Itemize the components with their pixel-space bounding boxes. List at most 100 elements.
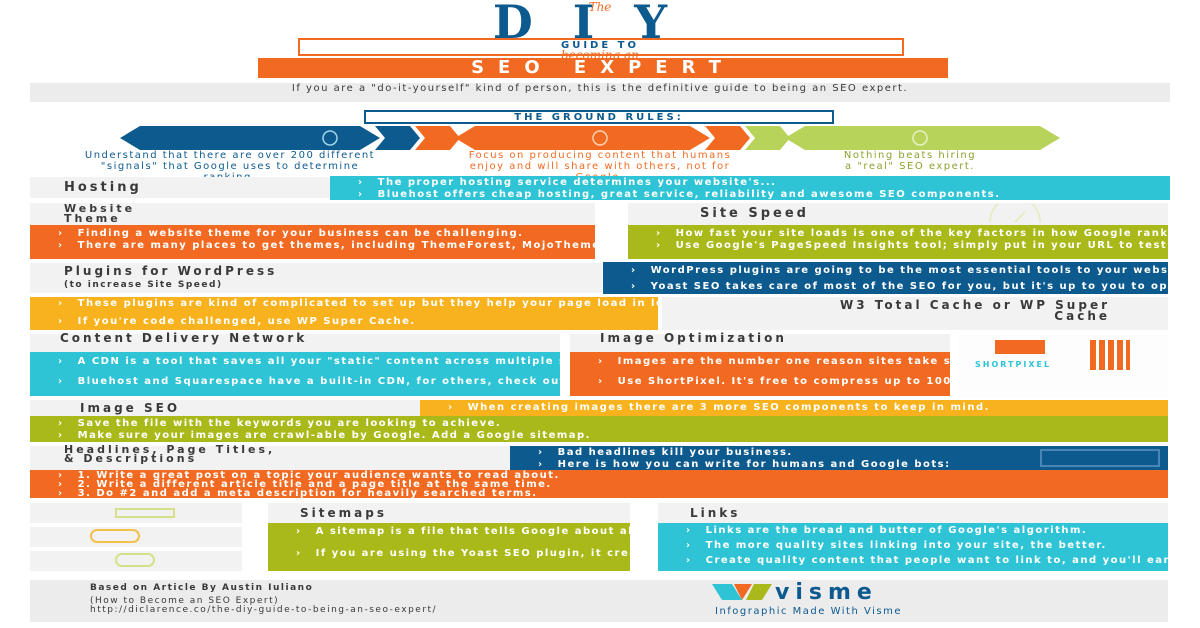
plugins-line-1: WordPress plugins are going to be the mo… xyxy=(631,265,1168,277)
headlines-line-1: Bad headlines kill your business. xyxy=(538,447,1140,459)
image-opt-strip: Images are the number one reason sites t… xyxy=(570,352,950,396)
image-seo-line-2: Save the file with the keywords you are … xyxy=(58,418,1140,430)
caching-line-2: If you're code challenged, use WP Super … xyxy=(58,316,630,328)
hosting-line-2: Bluehost offers cheap hosting, great ser… xyxy=(358,189,1142,200)
title-diy: DIY xyxy=(492,0,708,49)
headlines-step-2: 2. Write a different article title and a… xyxy=(58,480,1140,490)
shortpixel-logo-box xyxy=(958,334,1168,398)
sitemaps-card xyxy=(268,503,630,523)
title-the: The xyxy=(588,0,612,14)
headlines-line-2: Here is how you can write for humans and… xyxy=(538,459,1140,470)
image-compress-icon xyxy=(995,340,1045,354)
links-card xyxy=(658,503,1168,523)
website-theme-title: Website Theme xyxy=(64,202,136,225)
chain-link-icon xyxy=(90,529,140,543)
rule-hex-1 xyxy=(120,126,380,150)
title-frame xyxy=(298,38,904,56)
rule-chevron-4 xyxy=(745,126,790,150)
image-opt-line-1: Images are the number one reason sites t… xyxy=(598,356,950,368)
ground-rules-label: THE GROUND RULES: xyxy=(364,110,834,124)
caching-line-1: These plugins are kind of complicated to… xyxy=(58,298,658,310)
website-theme-strip: Finding a website theme for your busines… xyxy=(30,225,595,259)
caching-strip: These plugins are kind of complicated to… xyxy=(30,297,658,330)
sitemaps-strip: A sitemap is a file that tells Google ab… xyxy=(268,523,630,571)
caching-title: W3 Total Cache or WP Super Cache xyxy=(840,298,1110,323)
sitemaps-line-1: A sitemap is a file that tells Google ab… xyxy=(296,526,630,538)
visme-brand: visme xyxy=(775,580,878,605)
image-seo-strip: Save the file with the keywords you are … xyxy=(30,416,1168,442)
intro-text: If you are a "do-it-yourself" kind of pe… xyxy=(291,83,909,94)
links-line-3: Create quality content that people want … xyxy=(686,555,1168,567)
headlines-step-3: 3. Do #2 and add a meta description for … xyxy=(58,489,1140,499)
cdn-title: Content Delivery Network xyxy=(60,331,308,345)
footer xyxy=(30,580,1168,622)
hosting-title: Hosting xyxy=(64,180,142,195)
visme-tagline: Infographic Made With Visme xyxy=(715,606,902,617)
website-theme-line-2: There are many places to get themes, inc… xyxy=(58,240,595,252)
image-seo-line-3: Make sure your images are crawl-able by … xyxy=(58,430,1140,442)
links-line-2: The more quality sites linking into your… xyxy=(686,540,1140,552)
image-opt-line-2: Use ShortPixel. It's free to compress up… xyxy=(598,376,950,388)
rule-icon-1 xyxy=(322,130,338,146)
ground-rule-3: Nothing beats hiring a "real" SEO expert… xyxy=(843,150,977,172)
site-speed-title: Site Speed xyxy=(700,206,809,221)
headlines-card xyxy=(30,446,510,470)
hosting-card xyxy=(30,177,330,198)
intro-banner xyxy=(30,83,1170,102)
website-theme-line-1: Finding a website theme for your busines… xyxy=(58,228,567,240)
visme-logo-mark xyxy=(712,584,772,600)
sitemaps-line-2: If you are using the Yoast SEO plugin, i… xyxy=(296,548,630,560)
headlines-title: Headlines, Page Titles, & Descriptions xyxy=(64,443,276,465)
shortpixel-label: SHORTPIXEL xyxy=(975,360,1052,369)
rule-chevron-3 xyxy=(705,126,750,150)
website-theme-card xyxy=(30,203,595,225)
image-seo-title: Image SEO xyxy=(80,401,181,415)
cdn-line-1: A CDN is a tool that saves all your "sta… xyxy=(58,356,560,368)
plugins-card xyxy=(30,263,602,293)
sitemap-icon xyxy=(115,508,175,518)
site-speed-card xyxy=(628,203,1168,225)
hosting-strip: The proper hosting service determines yo… xyxy=(330,176,1170,200)
site-speed-line-1: How fast your site loads is one of the k… xyxy=(656,228,1168,240)
browser-icon xyxy=(1040,449,1160,467)
footer-article: (How to Become an SEO Expert) xyxy=(90,596,280,606)
plugins-line-2: Yoast SEO takes care of most of the SEO … xyxy=(631,281,1168,293)
links-title: Links xyxy=(690,506,741,520)
header: The DIY GUIDE TO becoming an SEO EXPERT xyxy=(0,0,1200,80)
rule-hex-3 xyxy=(785,126,1060,150)
image-seo-line-1: When creating images there are 3 more SE… xyxy=(448,402,1140,414)
rule-icon-3 xyxy=(912,130,928,146)
links-strip: Links are the bread and butter of Google… xyxy=(658,523,1168,571)
cdn-card xyxy=(30,334,560,352)
rule-chevron-2 xyxy=(415,126,460,150)
rule-chevron-1 xyxy=(375,126,420,150)
title-seo-expert: SEO EXPERT xyxy=(258,58,948,78)
sitemaps-title: Sitemaps xyxy=(300,506,387,520)
image-opt-card xyxy=(570,334,950,352)
site-speed-line-2: Use Google's PageSpeed Insights tool; si… xyxy=(656,240,1168,252)
hosting-line-1: The proper hosting service determines yo… xyxy=(358,177,1142,189)
pixel-grid-icon xyxy=(1090,340,1130,370)
links-line-1: Links are the bread and butter of Google… xyxy=(686,525,1140,537)
cdn-strip: A CDN is a tool that saves all your "sta… xyxy=(30,352,560,396)
headlines-strip: 1. Write a great post on a topic your au… xyxy=(30,470,1168,498)
headlines-step-1: 1. Write a great post on a topic your au… xyxy=(58,471,1140,481)
plugins-title: Plugins for WordPress xyxy=(64,264,278,278)
image-seo-card xyxy=(30,400,420,416)
site-speed-strip: How fast your site loads is one of the k… xyxy=(628,225,1168,259)
ground-rules-arrows xyxy=(120,126,1060,150)
icon-panel-3 xyxy=(30,551,242,571)
cdn-line-2: Bluehost and Squarespace have a built-in… xyxy=(58,376,560,388)
image-opt-title: Image Optimization xyxy=(600,331,787,345)
title-guide-to: GUIDE TO xyxy=(561,40,639,51)
footer-url-link[interactable]: http://diclarence.co/the-diy-guide-to-be… xyxy=(90,605,438,615)
footer-based-on: Based on Article By Austin Iuliano xyxy=(90,583,314,593)
speedometer-icon xyxy=(989,204,1041,223)
plugins-subtitle: (to increase Site Speed) xyxy=(64,280,223,290)
link-icon xyxy=(115,553,155,567)
rule-icon-2 xyxy=(592,130,608,146)
image-seo-top-strip: When creating images there are 3 more SE… xyxy=(420,400,1168,416)
icon-panel-1 xyxy=(30,503,242,523)
caching-card xyxy=(662,297,1168,330)
rule-hex-2 xyxy=(455,126,710,150)
